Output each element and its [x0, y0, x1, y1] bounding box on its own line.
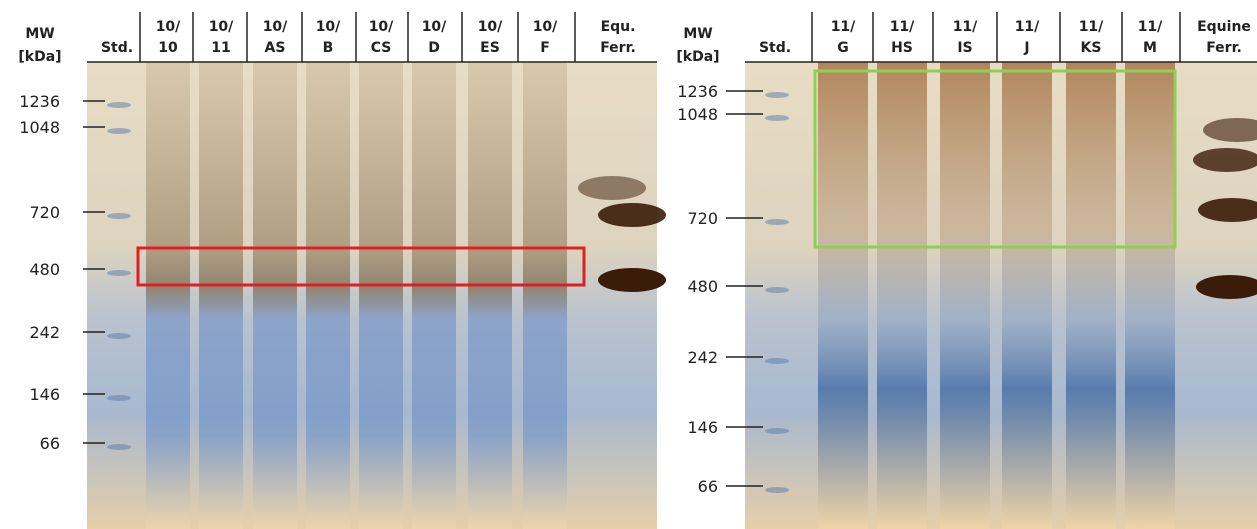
mw-label: MW — [25, 26, 54, 42]
lane-smear — [1002, 62, 1052, 529]
ladder-band — [765, 115, 789, 121]
marker-label: 66 — [698, 477, 718, 496]
ladder-band — [107, 333, 131, 339]
lane-smear — [146, 62, 190, 529]
ladder-band — [765, 428, 789, 434]
lane-label: B — [323, 40, 334, 56]
marker-label: 66 — [40, 434, 60, 453]
lane-smear — [818, 62, 868, 529]
lane-label: HS — [891, 40, 913, 56]
marker-label: 480 — [29, 260, 60, 279]
marker-label: 146 — [29, 385, 60, 404]
ferritin-band — [1196, 275, 1257, 299]
lane-smear — [468, 62, 512, 529]
ferritin-band — [598, 268, 666, 292]
lane-label: 10/ — [369, 19, 394, 35]
ladder-band — [107, 102, 131, 108]
mw-label: [kDa] — [676, 49, 719, 65]
lane-label: Equine — [1197, 19, 1251, 35]
marker-label: 146 — [687, 418, 718, 437]
marker-label: 720 — [29, 203, 60, 222]
ferritin-band — [578, 176, 646, 200]
ferritin-band — [1193, 148, 1257, 172]
mw-label: MW — [683, 26, 712, 42]
ferritin-band — [1198, 198, 1257, 222]
lane-smear — [940, 62, 990, 529]
lane-label: Std. — [759, 40, 791, 56]
lane-label: 11/ — [953, 19, 978, 35]
marker-label: 720 — [687, 209, 718, 228]
marker-label: 1236 — [19, 92, 60, 111]
lane-label: M — [1143, 40, 1157, 56]
lane-smear — [1125, 62, 1175, 529]
ladder-band — [765, 487, 789, 493]
lane-smear — [877, 62, 927, 529]
ferritin-band — [598, 203, 666, 227]
lane-label: 11/ — [1079, 19, 1104, 35]
lane-label: Equ. — [601, 19, 636, 35]
marker-label: 1048 — [19, 118, 60, 137]
ferritin-band — [1203, 118, 1257, 142]
marker-label: 242 — [29, 323, 60, 342]
lane-smear — [412, 62, 456, 529]
lane-label: 10/ — [422, 19, 447, 35]
lane-label: 11/ — [1015, 19, 1040, 35]
lane-label: G — [837, 40, 849, 56]
ladder-band — [765, 92, 789, 98]
ladder-band — [765, 358, 789, 364]
lane-smear — [253, 62, 297, 529]
lane-smear — [1066, 62, 1116, 529]
lane-label: IS — [957, 40, 972, 56]
lane-label: F — [540, 40, 550, 56]
lane-label: Ferr. — [600, 40, 636, 56]
lane-label: J — [1023, 40, 1029, 56]
lane-smear — [199, 62, 243, 529]
lane-label: Ferr. — [1206, 40, 1242, 56]
lane-label: ES — [480, 40, 500, 56]
ladder-band — [765, 287, 789, 293]
lane-label: CS — [371, 40, 392, 56]
lane-label: 10/ — [209, 19, 234, 35]
ladder-band — [107, 395, 131, 401]
lane-smear — [359, 62, 403, 529]
mw-label: [kDa] — [18, 49, 61, 65]
marker-label: 1236 — [677, 82, 718, 101]
marker-label: 480 — [687, 277, 718, 296]
ladder-band — [765, 219, 789, 225]
lane-smear — [523, 62, 567, 529]
marker-label: 1048 — [677, 105, 718, 124]
lane-label: 10/ — [263, 19, 288, 35]
highlight-box — [136, 246, 586, 287]
lane-label: 10/ — [156, 19, 181, 35]
lane-label: Std. — [101, 40, 133, 56]
lane-label: KS — [1081, 40, 1102, 56]
ladder-band — [107, 444, 131, 450]
lane-label: 10/ — [533, 19, 558, 35]
marker-label: 242 — [687, 348, 718, 367]
lane-label: 11/ — [890, 19, 915, 35]
ladder-band — [107, 128, 131, 134]
lane-label: 10 — [158, 40, 178, 56]
ladder-band — [107, 270, 131, 276]
highlight-box — [813, 69, 1177, 249]
lane-label: D — [428, 40, 440, 56]
lane-label: 10/ — [478, 19, 503, 35]
lane-label: 11/ — [1138, 19, 1163, 35]
lane-label: 11 — [211, 40, 230, 56]
lane-label: 11/ — [831, 19, 856, 35]
ladder-band — [107, 213, 131, 219]
lane-smear — [306, 62, 350, 529]
lane-label: AS — [265, 40, 286, 56]
lane-label: 10/ — [316, 19, 341, 35]
